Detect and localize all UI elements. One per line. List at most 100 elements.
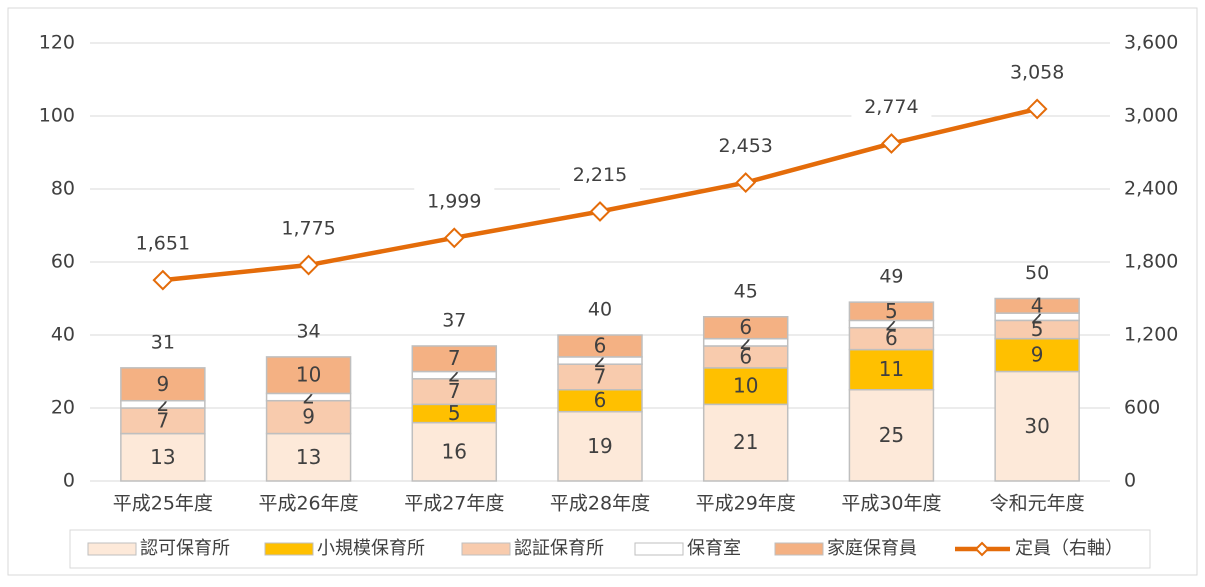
chart-border [7,7,1198,576]
segment-label: 5 [448,401,461,425]
line-marker [1026,98,1048,120]
bar-segment [848,301,935,322]
bar-segment [265,432,352,482]
x-tick-label: 平成26年度 [258,493,358,515]
segment-label: 5 [885,299,898,323]
line-label: 2,774 [864,96,918,118]
segment-label: 6 [594,388,607,412]
bar-segment [702,367,789,406]
y2-tick-label: 600 [1124,397,1160,419]
y-tick-label: 20 [51,397,75,419]
bar-segment [265,399,352,435]
label-bg [560,161,640,190]
line-marker [735,172,757,193]
y-tick-label: 100 [39,105,75,127]
legend-label: 認可保育所 [140,538,230,559]
segment-label: 19 [587,434,612,458]
segment-label: 10 [296,363,321,387]
x-tick-label: 平成25年度 [113,493,213,515]
label-bg [851,93,932,122]
legend-label: 定員（右軸） [1015,538,1123,559]
segment-label: 9 [156,372,169,396]
segment-label: 9 [1031,343,1044,367]
x-tick-label: 令和元年度 [990,493,1085,515]
x-tick-label: 平成28年度 [550,493,650,515]
segment-label: 6 [739,315,752,339]
label-bg [997,58,1078,87]
line-label: 1,999 [427,190,481,212]
total-label: 31 [151,331,175,353]
segment-label: 30 [1024,414,1049,438]
y-tick-label: 60 [51,251,75,273]
bar-segment [120,367,206,402]
total-label: 37 [442,309,466,331]
total-label: 50 [1025,262,1049,284]
segment-label: 10 [733,374,758,398]
x-tick-label: 平成29年度 [696,493,796,515]
segment-label: 5 [1031,317,1044,341]
segment-label: 25 [879,423,904,447]
bar-segment [994,337,1080,373]
legend-label: 保育室 [687,538,741,559]
legend-swatch [461,542,511,556]
bar-segment [848,389,935,482]
segment-label: 11 [879,357,904,381]
segment-label: 21 [733,430,758,454]
line-marker [152,269,174,291]
segment-label: 6 [739,344,752,368]
segment-label: 6 [885,326,898,350]
y2-tick-label: 3,000 [1124,105,1178,127]
y2-tick-label: 1,200 [1124,324,1178,346]
line-marker [298,254,319,276]
legend-swatch [87,542,137,556]
segment-label: 7 [448,346,461,370]
bar-segment [557,363,643,391]
segment-label: 13 [150,445,175,469]
segment-label: 7 [594,364,607,388]
label-bg [414,187,495,216]
legend-swatch [264,542,314,556]
y2-tick-label: 0 [1124,470,1136,492]
y-tick-label: 80 [51,178,75,200]
legend-swatch [634,542,684,556]
segment-label: 7 [448,379,461,403]
segment-label: 6 [594,333,607,357]
line-label: 1,651 [136,233,190,255]
bar-segment [557,334,643,358]
y2-tick-label: 3,600 [1124,32,1178,54]
bar-segment [557,410,643,482]
total-label: 49 [879,266,903,288]
bar-segment [120,407,206,435]
label-bg [705,132,786,161]
total-label: 34 [296,320,320,342]
x-tick-label: 平成27年度 [404,493,504,515]
legend-swatch-marker [974,541,990,557]
label-bg [268,215,349,244]
line-marker [881,133,902,154]
bar-segment [994,297,1080,314]
y2-tick-label: 2,400 [1124,178,1178,200]
line-label: 1,775 [281,218,335,240]
bar-segment [702,316,789,340]
segment-label: 7 [156,408,169,432]
total-label: 40 [588,299,612,321]
line-marker [443,227,465,249]
segment-label: 4 [1031,293,1044,317]
bar-segment [265,356,352,395]
segment-label: 9 [302,405,315,429]
y-tick-label: 0 [63,470,75,492]
legend-swatch [774,542,824,556]
legend-label: 認証保育所 [514,538,604,559]
label-bg [122,230,203,259]
x-tick-label: 平成30年度 [841,493,941,515]
line-label: 2,453 [719,135,773,157]
bar-segment [411,345,498,373]
bar-segment [994,370,1080,482]
y2-tick-label: 1,800 [1124,251,1178,273]
line-label: 3,058 [1010,61,1064,83]
y-tick-label: 120 [39,32,75,54]
segment-label: 16 [442,439,467,463]
segment-label: 13 [296,445,321,469]
y-tick-label: 40 [51,324,75,346]
